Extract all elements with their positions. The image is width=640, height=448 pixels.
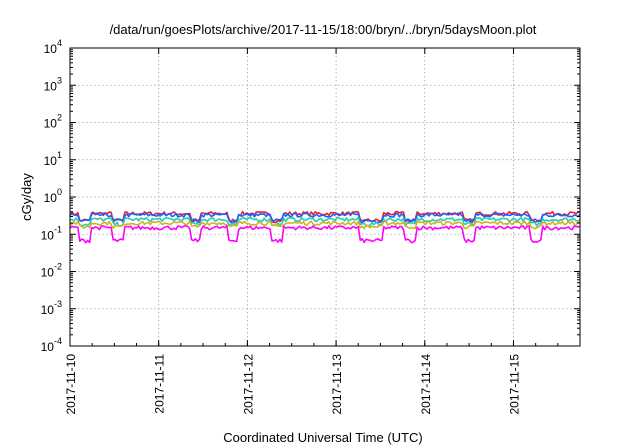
x-tick-label: 2017-11-11 (153, 354, 167, 414)
x-tick-label: 2017-11-10 (64, 354, 78, 415)
y-tick-label: 10-4 (41, 336, 62, 354)
series-line (69, 220, 581, 230)
x-axis-label: Coordinated Universal Time (UTC) (223, 430, 422, 445)
y-tick-label: 100 (44, 187, 62, 205)
x-tick-labels: 2017-11-10 2017-11-11 2017-11-12 2017-11-13… (64, 354, 521, 415)
x-tick-label: 2017-11-12 (241, 354, 255, 415)
y-tick-label: 101 (44, 150, 62, 168)
y-tick-label: 104 (44, 38, 62, 56)
grid (70, 48, 580, 346)
y-tick-labels: 104 103 102 101 100 10-1 10-2 10-3 10-4 (41, 38, 62, 354)
y-tick-label: 102 (44, 113, 62, 131)
y-axis-label: cGy/day (19, 173, 34, 221)
ticks (69, 47, 581, 347)
y-tick-label: 103 (44, 75, 62, 93)
y-tick-label: 10-1 (41, 224, 62, 242)
x-tick-label: 2017-11-13 (330, 354, 344, 415)
series-line (69, 212, 581, 224)
data-series (69, 210, 581, 244)
series-line (69, 210, 581, 224)
x-tick-label: 2017-11-15 (507, 354, 521, 415)
x-tick-label: 2017-11-14 (419, 354, 433, 415)
series-line (69, 225, 581, 244)
y-tick-label: 10-3 (41, 299, 62, 317)
y-tick-label: 10-2 (41, 262, 62, 280)
chart-title: /data/run/goesPlots/archive/2017-11-15/1… (110, 22, 537, 37)
series-line (69, 216, 581, 227)
